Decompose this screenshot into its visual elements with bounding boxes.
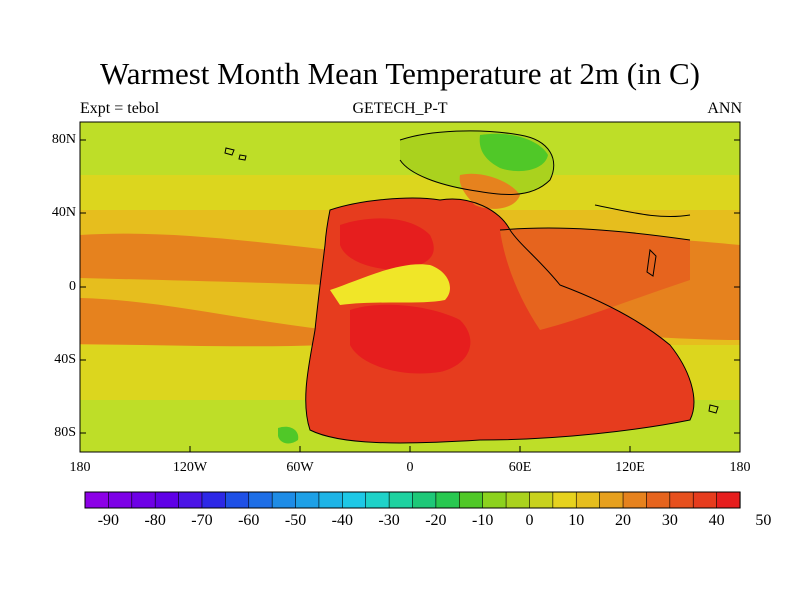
ocean-warm-north-pacific (80, 233, 330, 285)
lon-label-120e: 120E (615, 460, 645, 475)
colorbar-swatch (622, 491, 648, 509)
lon-label-0: 0 (406, 460, 414, 475)
colorbar-swatch (201, 491, 226, 509)
colorbar-frame (84, 491, 741, 509)
colorbar-swatch (575, 491, 601, 509)
colorbar-tick-label: -40 (331, 512, 353, 529)
small-island-coast-2 (238, 154, 247, 161)
land-hot-core-north (340, 218, 434, 270)
north-coastline (399, 130, 555, 195)
land-hot-core-south (350, 304, 471, 374)
colorbar-swatch (458, 491, 484, 509)
colorbar-tick-label: 30 (661, 512, 678, 529)
colorbar-tick-label: -90 (97, 512, 120, 529)
lon-label-60w: 60W (286, 460, 314, 475)
colorbar-tick-label: -70 (191, 512, 213, 529)
lon-label-180e: 180 (729, 460, 751, 475)
colorbar-tick-label: -80 (144, 512, 166, 529)
small-island-coast-1 (224, 147, 235, 156)
colorbar-tick-label: -60 (238, 512, 260, 529)
lon-label-180w: 180 (69, 460, 91, 475)
lat-label-80s: 80S (54, 425, 76, 440)
land-equatorial-cool-band (330, 264, 450, 305)
lon-ticks (79, 446, 741, 452)
colorbar-swatch (646, 491, 671, 509)
lat-ticks (80, 139, 740, 434)
colorbar-tick-label: 0 (525, 512, 534, 529)
experiment-label: Expt = tebol (80, 100, 160, 117)
lat-label-80n: 80N (51, 132, 76, 147)
colorbar-swatch (482, 491, 507, 509)
small-island-coast-4 (708, 404, 719, 414)
colorbar-tick-label: 20 (615, 512, 632, 529)
colorbar-swatch (225, 491, 250, 509)
colorbar-swatch (552, 491, 577, 509)
coastlines (224, 130, 719, 444)
small-island-coast-3 (646, 248, 657, 277)
colorbar-tick-label: -50 (284, 512, 307, 529)
lat-label-40n: 40N (51, 205, 76, 220)
ocean-warm-south-pacific (80, 298, 330, 347)
colorbar-swatch (295, 491, 320, 509)
colorbar-tick-label: 50 (755, 512, 772, 529)
colorbar-tick-label: 40 (708, 512, 725, 529)
colorbar-swatch (669, 491, 694, 509)
colorbar-swatch (388, 491, 414, 509)
colorbar-swatch (342, 491, 367, 509)
colorbar-swatch (599, 491, 624, 509)
colorbar-swatch (692, 491, 718, 509)
colorbar-swatch (505, 491, 531, 509)
cathaysia-land (500, 228, 690, 330)
colorbar-swatch (271, 491, 297, 509)
colorbar-swatch (529, 491, 554, 509)
north-land-cold-core (479, 133, 548, 172)
colorbar-swatch (154, 491, 180, 509)
colorbar-swatch (365, 491, 390, 509)
colorbar-swatch (318, 491, 343, 509)
temperature-field (80, 122, 740, 452)
colorbar-swatch (248, 491, 273, 509)
colorbar-swatch (108, 491, 133, 509)
colorbar-swatch (131, 491, 156, 509)
chart-title: Warmest Month Mean Temperature at 2m (in… (100, 56, 700, 91)
lat-label-40s: 40S (54, 352, 76, 367)
colorbar-swatch (84, 491, 109, 509)
pangea-coastline (305, 197, 695, 444)
colorbar-swatch (435, 491, 460, 509)
lat-label-0: 0 (69, 279, 76, 294)
lon-label-60e: 60E (508, 460, 532, 475)
colorbar-tick-label: 10 (568, 512, 585, 529)
colorbar-swatch (178, 491, 203, 509)
colorbar-swatch (716, 491, 741, 509)
colorbar (84, 491, 741, 509)
east-coastline (594, 204, 691, 218)
period-label: ANN (707, 100, 742, 117)
dataset-label: GETECH_P-T (352, 100, 448, 117)
south-land-cold-patch (278, 426, 299, 444)
north-land-warm-patch (459, 173, 520, 209)
colorbar-swatch (412, 491, 437, 509)
colorbar-tick-label: -10 (472, 512, 494, 529)
lon-label-120w: 120W (172, 460, 208, 475)
colorbar-tick-label: -20 (425, 512, 447, 529)
tethys-coastline (499, 227, 691, 241)
colorbar-tick-label: -30 (378, 512, 400, 529)
